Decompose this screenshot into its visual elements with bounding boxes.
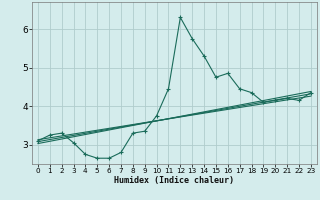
- X-axis label: Humidex (Indice chaleur): Humidex (Indice chaleur): [115, 176, 234, 185]
